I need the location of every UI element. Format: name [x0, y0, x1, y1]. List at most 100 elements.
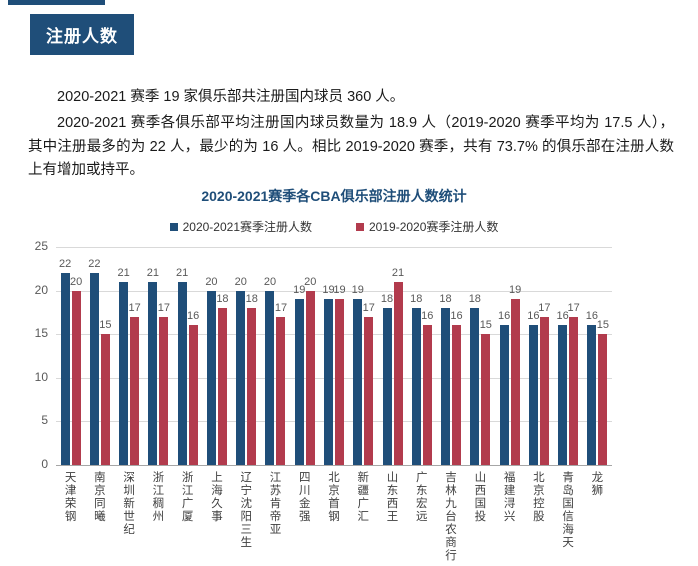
gridline: [56, 334, 612, 336]
category-label: 新疆广汇: [356, 471, 369, 523]
paragraph-average: 2020-2021 赛季各俱乐部平均注册国内球员数量为 18.9 人（2019-…: [28, 115, 674, 178]
bar-value-label: 17: [538, 301, 551, 314]
bar-current-season: [324, 299, 333, 465]
bar-value-label: 19: [333, 284, 346, 297]
category-label: 浙江稠州: [151, 471, 164, 523]
bar-previous-season: [598, 334, 608, 465]
bar-previous-season: [247, 308, 257, 465]
y-tick-label: 20: [34, 282, 48, 297]
legend-item-2019-2020: 2019-2020赛季注册人数: [356, 218, 498, 235]
bar-value-label: 16: [585, 310, 598, 323]
category-label: 南京同曦: [92, 471, 105, 523]
bar-previous-season: [159, 316, 169, 465]
bar-value-label: 17: [274, 301, 288, 314]
category-label: 北京首钢: [327, 471, 339, 523]
bar-value-label: 17: [128, 301, 141, 314]
category-label: 辽宁沈阳三生: [239, 471, 252, 549]
bar-previous-season: [217, 308, 227, 465]
bar-previous-season: [393, 281, 403, 465]
section-badge: 注册人数: [30, 14, 134, 55]
bar-value-label: 20: [234, 275, 247, 288]
bar-current-season: [148, 281, 158, 465]
bar-current-season: [470, 308, 480, 465]
bar-value-label: 21: [117, 266, 130, 279]
category-label: 江苏肯帝亚: [268, 471, 281, 536]
gridline: [56, 377, 612, 379]
bar-previous-season: [364, 316, 374, 465]
bar-previous-season: [130, 316, 140, 465]
category-label: 广东宏远: [414, 471, 427, 523]
y-tick-label: 0: [41, 457, 48, 471]
bar-value-label: 18: [245, 293, 258, 306]
bar-value-label: 18: [468, 293, 481, 306]
chart-legend: 2020-2021赛季注册人数 2019-2020赛季注册人数: [56, 218, 612, 235]
bar-value-label: 18: [439, 293, 452, 306]
bar-value-label: 20: [304, 275, 317, 288]
y-tick-label: 15: [34, 326, 48, 341]
bar-current-season: [353, 299, 363, 465]
x-axis-line: [56, 465, 612, 466]
category-label: 上海久事: [209, 471, 222, 523]
category-label: 北京控股: [531, 471, 544, 523]
legend-swatch-navy: [169, 222, 178, 231]
bar-previous-season: [452, 325, 462, 465]
bar-value-label: 15: [99, 319, 112, 332]
bar-previous-season: [305, 290, 315, 465]
category-label: 龙狮: [590, 471, 603, 497]
bar-current-season: [528, 325, 538, 465]
category-label: 吉林九台农商行: [444, 471, 457, 562]
category-label: 浙江广厦: [180, 471, 193, 523]
legend-swatch-red: [356, 222, 364, 231]
bar-value-label: 15: [596, 319, 609, 332]
gridline: [56, 247, 612, 248]
bar-current-season: [60, 273, 70, 465]
bar-current-season: [236, 290, 246, 465]
bar-current-season: [587, 325, 597, 465]
category-label: 青岛国信海天: [561, 471, 574, 549]
bar-previous-season: [335, 299, 344, 465]
bar-value-label: 17: [157, 301, 171, 314]
bar-value-label: 16: [421, 310, 434, 323]
category-label: 天津荣钢: [63, 471, 76, 523]
gridline: [56, 290, 612, 292]
bar-current-season: [89, 273, 99, 465]
legend-label: 2020-2021赛季注册人数: [182, 220, 312, 234]
bar-value-label: 19: [508, 284, 522, 297]
bar-value-label: 20: [263, 275, 277, 288]
bar-current-season: [265, 290, 275, 465]
bar-current-season: [294, 299, 304, 465]
category-label: 山西国投: [473, 471, 486, 523]
bar-value-label: 16: [187, 310, 200, 323]
bar-value-label: 18: [216, 293, 229, 306]
bar-current-season: [206, 290, 216, 465]
bar-value-label: 15: [479, 319, 492, 332]
bar-previous-season: [100, 334, 110, 465]
bar-value-label: 19: [351, 284, 364, 297]
bar-previous-season: [422, 325, 432, 465]
bar-value-label: 20: [70, 275, 83, 288]
bar-current-season: [411, 308, 421, 465]
bar-value-label: 16: [450, 310, 463, 323]
category-label: 深圳新世纪: [122, 471, 135, 536]
bar-current-season: [499, 325, 509, 465]
bar-value-label: 18: [410, 293, 423, 306]
bar-previous-season: [569, 316, 579, 465]
bar-value-label: 21: [391, 266, 405, 279]
chart-title: 2020-2021赛季各CBA俱乐部注册人数统计: [201, 188, 467, 204]
bar-value-label: 20: [205, 275, 218, 288]
paragraph-total: 2020-2021 赛季 19 家俱乐部共注册国内球员 360 人。: [57, 89, 405, 105]
bar-previous-season: [481, 334, 491, 465]
bar-value-label: 18: [380, 293, 394, 306]
category-label: 山东西王: [385, 471, 398, 523]
bar-previous-season: [539, 316, 549, 465]
bar-current-season: [558, 325, 568, 465]
bar-previous-season: [188, 325, 198, 465]
top-accent-bar: [8, 0, 105, 5]
bar-value-label: 21: [146, 266, 160, 279]
bar-value-label: 17: [567, 301, 580, 314]
bar-value-label: 21: [176, 266, 189, 279]
bar-current-season: [441, 308, 451, 465]
bar-value-label: 16: [497, 310, 511, 323]
bar-value-label: 19: [293, 284, 306, 297]
